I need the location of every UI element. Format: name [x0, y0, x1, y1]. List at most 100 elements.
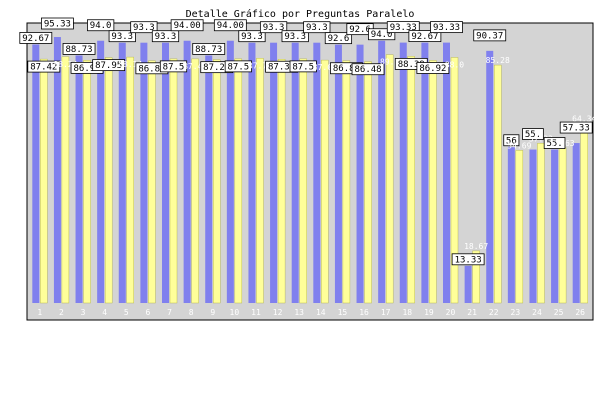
data-label-series-1: 93.33 [433, 23, 460, 33]
data-label-series-1: 90.37 [476, 31, 503, 41]
x-tick-label: 19 [424, 308, 434, 317]
bar-series-1 [507, 146, 515, 303]
data-label-series-2: 18.67 [464, 242, 488, 251]
bar-series-1 [270, 42, 278, 304]
x-tick-label: 7 [167, 308, 172, 317]
y-tick-label: 30 [15, 215, 25, 224]
bar-series-1 [421, 42, 429, 303]
data-label-box [259, 21, 288, 34]
bar-series-1 [226, 40, 234, 304]
data-label-box [386, 21, 420, 34]
data-label-series-1: 13.33 [455, 255, 482, 265]
data-label-series-1: 56 [506, 136, 517, 146]
data-label-box [559, 121, 593, 134]
data-label-series-2: 87.5 [228, 62, 250, 72]
y-tick-label: 10 [15, 271, 25, 280]
data-label-box [151, 30, 180, 43]
x-tick-label: 26 [575, 308, 585, 317]
bar-series-1 [248, 42, 256, 304]
data-label-series-1: 55. [546, 139, 562, 149]
x-tick-label: 6 [145, 308, 150, 317]
bar-series-2 [494, 64, 502, 304]
bar-series-2 [385, 54, 394, 304]
bar-series-2 [148, 60, 156, 304]
bar-series-1 [443, 42, 450, 303]
data-label-box [289, 60, 317, 73]
bar-series-1 [551, 149, 559, 303]
data-label-series-1: 92.6 [328, 34, 350, 44]
data-label-box [368, 28, 396, 41]
data-label-box [224, 60, 252, 73]
data-label-box [503, 134, 520, 147]
x-tick-label: 15 [338, 308, 348, 317]
data-label-box [351, 63, 385, 76]
x-tick-label: 11 [251, 308, 261, 317]
data-label-box [87, 19, 115, 32]
x-tick-label: 20 [446, 308, 456, 317]
data-label-series-2: 54.69 [507, 141, 531, 150]
data-label-box [213, 19, 247, 32]
bar-series-1 [486, 50, 494, 303]
x-tick-label: 2 [59, 308, 64, 317]
bar-series-1 [378, 40, 386, 304]
data-label-series-2: 87.42 [30, 63, 57, 73]
data-label-series-2: 87.70 [248, 61, 272, 70]
data-label-box [159, 60, 188, 73]
data-label-series-2: 87.06 [313, 63, 337, 72]
data-label-series-1: 93.3 [306, 23, 328, 33]
data-label-box [108, 30, 136, 43]
bar-series-1 [118, 42, 126, 304]
data-label-box [62, 43, 96, 55]
data-label-series-2: 86.83 [333, 64, 360, 74]
data-label-box [408, 30, 442, 43]
data-label-box [416, 62, 450, 74]
data-label-series-2: 87.5 [163, 62, 185, 72]
x-tick-label: 10 [230, 308, 240, 317]
data-label-box [543, 137, 566, 149]
x-tick-label: 1 [37, 308, 42, 317]
data-label-series-2: 87.22 [203, 63, 230, 73]
y-tick-label: 70 [15, 104, 25, 113]
data-label-series-1: 94.00 [217, 21, 244, 31]
bar-series-1 [75, 55, 83, 303]
x-axis-ticks: 1 2 3 4 5 6 7 8 9 10 11 12 13 14 15 16 17 18 19 20 21 22 23 24 2… [37, 308, 585, 317]
data-labels: 92.67 87.42 95.33 88.24 88.73 86.96 94.0 87.95 9… [19, 17, 596, 265]
x-tick-label: 13 [294, 308, 304, 317]
bar-series-1 [356, 44, 364, 304]
data-label-series-2: 89.0 [380, 58, 399, 67]
bar-series-2 [256, 58, 264, 304]
x-tick-label: 3 [81, 308, 86, 317]
bar-series-2 [83, 60, 91, 304]
y-tick-label: 40 [15, 187, 25, 196]
data-label-series-2: 88.39 [398, 60, 425, 70]
data-label-box [522, 128, 544, 140]
bar-series-2 [277, 59, 286, 304]
data-label-series-1: 92.67 [411, 32, 438, 42]
data-label-box [303, 21, 331, 34]
bars [32, 37, 588, 304]
bar-series-1 [53, 37, 61, 304]
bar-series-2 [342, 60, 351, 304]
bar-series-2 [429, 60, 437, 304]
data-label-box [192, 43, 226, 55]
bar-series-1 [140, 42, 148, 304]
bar-series-2 [169, 58, 178, 304]
bar-series-2 [321, 59, 329, 304]
bar-series-1 [32, 44, 40, 304]
data-label-series-2: 87.5 [292, 62, 314, 72]
bar-series-2 [364, 61, 372, 304]
data-label-series-1: 93.33 [390, 23, 417, 33]
data-label-series-2: 55.63 [551, 139, 575, 148]
bar-series-2 [213, 59, 221, 304]
data-label-series-1: 88.73 [195, 45, 222, 55]
data-label-series-1: 94.00 [174, 21, 201, 31]
bar-series-2 [61, 56, 70, 304]
data-label-series-2: 88.14 [118, 60, 142, 69]
x-tick-label: 9 [210, 308, 215, 317]
data-label-box [473, 29, 507, 42]
bar-series-1 [334, 44, 342, 304]
bar-series-2 [234, 58, 243, 304]
y-tick-label: 20 [15, 243, 25, 252]
data-label-series-2: 86.48 [354, 65, 381, 75]
